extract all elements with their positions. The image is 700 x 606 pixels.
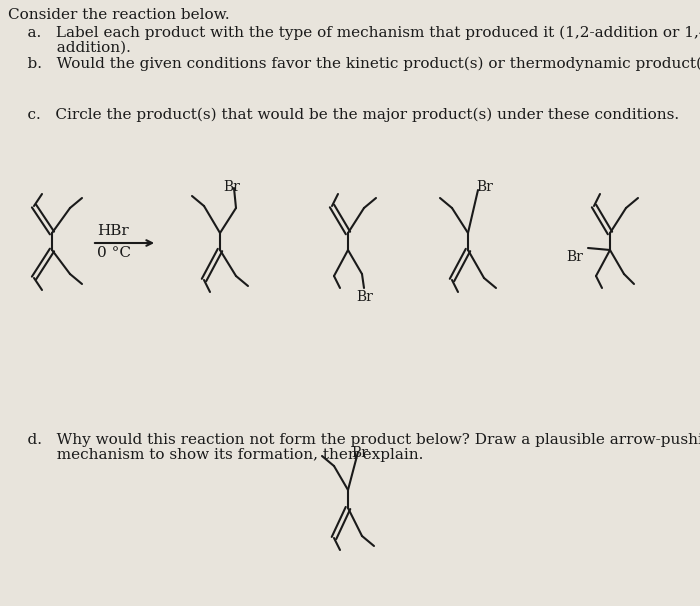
Text: addition).: addition). <box>8 41 131 55</box>
Text: c.   Circle the product(s) that would be the major product(s) under these condit: c. Circle the product(s) that would be t… <box>8 108 679 122</box>
Text: Br: Br <box>356 290 373 304</box>
Text: mechanism to show its formation, then explain.: mechanism to show its formation, then ex… <box>8 448 423 462</box>
Text: Br: Br <box>476 180 493 194</box>
Text: Br: Br <box>223 180 240 194</box>
Text: Consider the reaction below.: Consider the reaction below. <box>8 8 230 22</box>
Text: d.   Why would this reaction not form the product below? Draw a plausible arrow-: d. Why would this reaction not form the … <box>8 433 700 447</box>
Text: b.   Would the given conditions favor the kinetic product(s) or thermodynamic pr: b. Would the given conditions favor the … <box>8 57 700 72</box>
Text: a.   Label each product with the type of mechanism that produced it (1,2-additio: a. Label each product with the type of m… <box>8 26 700 41</box>
Text: Br: Br <box>351 446 368 460</box>
Text: HBr: HBr <box>97 224 129 238</box>
Text: Br: Br <box>566 250 583 264</box>
Text: 0 °C: 0 °C <box>97 246 131 260</box>
